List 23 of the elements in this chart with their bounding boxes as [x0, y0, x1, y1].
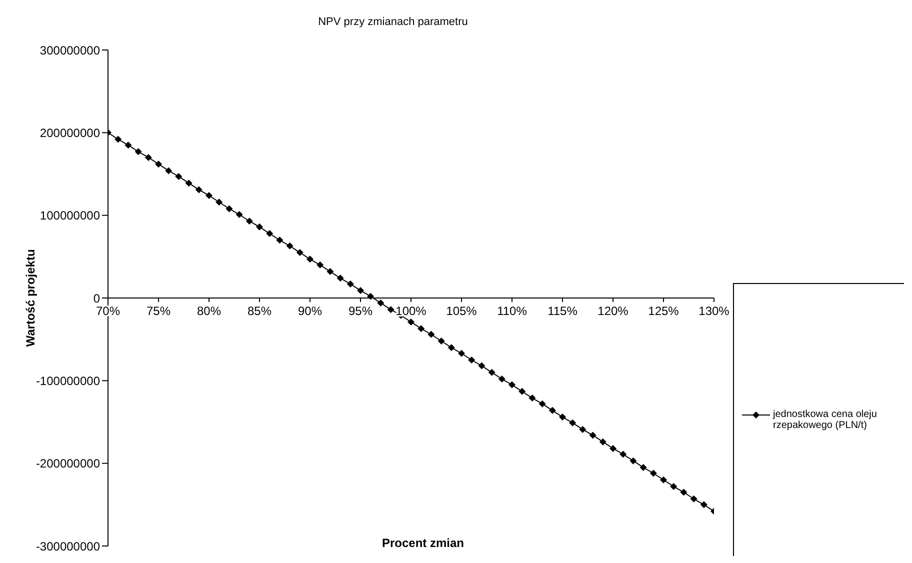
y-tick-label: 0	[93, 291, 100, 306]
y-tick-label: 200000000	[40, 126, 100, 140]
x-tick-label: 115%	[548, 304, 578, 318]
x-tick-label: 80%	[196, 304, 222, 318]
x-axis-title: Procent zmian	[380, 536, 466, 550]
y-axis-title: Wartość projektu	[23, 249, 38, 347]
y-tick-label: 300000000	[40, 43, 100, 58]
x-tick-label: 90%	[298, 304, 322, 318]
x-tick-label: 110%	[497, 304, 528, 318]
x-tick-label: 120%	[598, 304, 629, 318]
y-tick-label: -200000000	[36, 456, 100, 471]
x-tick-label: 130%	[698, 304, 730, 318]
x-tick-label: 125%	[648, 304, 680, 318]
chart-title: NPV przy zmianach parametru	[317, 16, 469, 28]
x-tick-label: 85%	[247, 304, 272, 318]
y-tick-label: -300000000	[36, 539, 100, 554]
legend-label: jednostkowa cena oleju rzepakowego (PLN/t)	[773, 409, 878, 431]
y-tick-label: 100000000	[40, 208, 100, 223]
x-tick-label: 100%	[396, 304, 427, 318]
y-tick-label: -100000000	[36, 374, 100, 388]
x-tick-label: 75%	[146, 304, 171, 318]
x-tick-label: 95%	[348, 304, 373, 318]
x-tick-label: 105%	[446, 304, 478, 318]
